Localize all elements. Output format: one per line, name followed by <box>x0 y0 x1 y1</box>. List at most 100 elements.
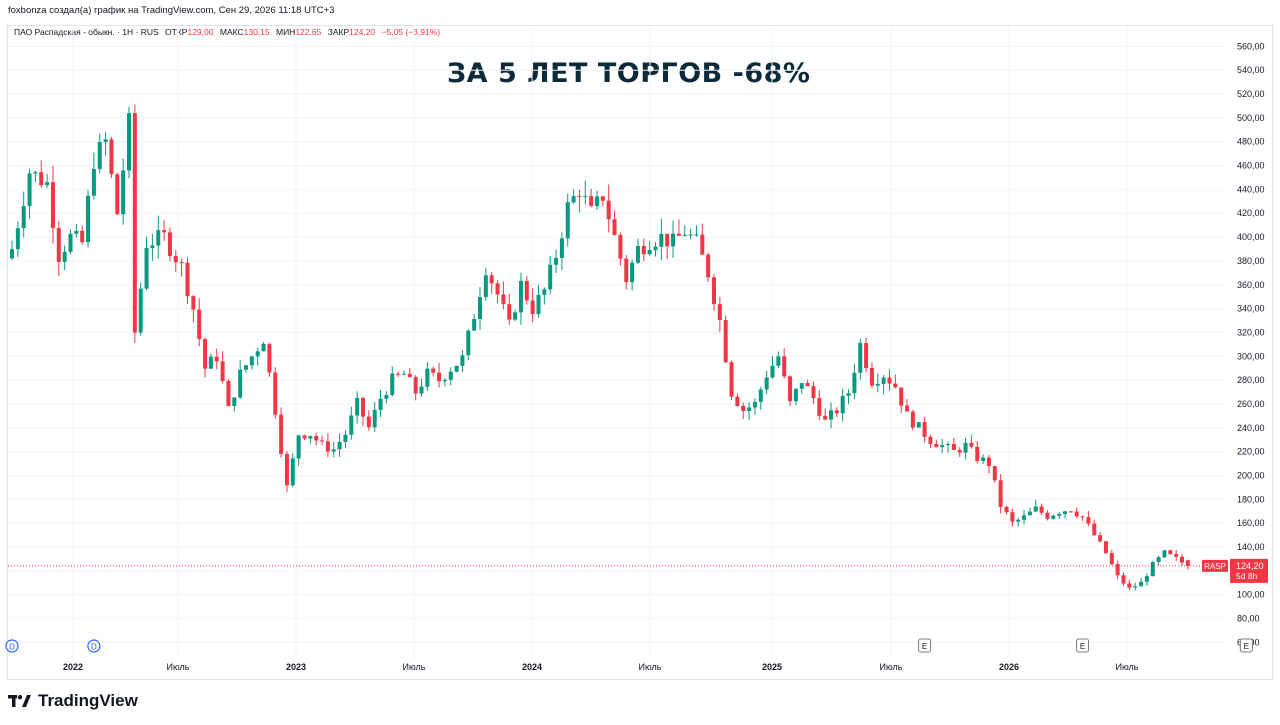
candle-body[interactable] <box>425 368 430 387</box>
candle-body[interactable] <box>992 466 997 481</box>
candle-body[interactable] <box>635 246 640 263</box>
candle-body[interactable] <box>981 457 986 461</box>
candle-body[interactable] <box>1051 515 1056 519</box>
candle-body[interactable] <box>641 246 646 255</box>
candle-body[interactable] <box>173 255 178 263</box>
candle-body[interactable] <box>290 458 295 486</box>
candle-body[interactable] <box>50 182 55 229</box>
candle-body[interactable] <box>630 262 635 283</box>
candle-body[interactable] <box>68 233 73 252</box>
candle-body[interactable] <box>255 351 260 357</box>
candle-body[interactable] <box>957 449 962 453</box>
candle-body[interactable] <box>203 339 208 369</box>
candle-body[interactable] <box>595 196 599 206</box>
candle-body[interactable] <box>448 371 453 380</box>
candle-body[interactable] <box>1057 513 1062 516</box>
candle-body[interactable] <box>97 142 102 169</box>
candle-body[interactable] <box>852 372 857 394</box>
candle-body[interactable] <box>536 294 541 315</box>
candle-body[interactable] <box>495 283 500 295</box>
candle-body[interactable] <box>647 250 652 255</box>
candle-body[interactable] <box>273 372 278 415</box>
candle-body[interactable] <box>998 480 1003 507</box>
candle-body[interactable] <box>1121 575 1126 584</box>
candle-body[interactable] <box>337 441 342 450</box>
candle-body[interactable] <box>788 376 793 402</box>
candle-body[interactable] <box>986 457 991 467</box>
candle-body[interactable] <box>74 230 79 234</box>
candle-body[interactable] <box>899 387 904 406</box>
candle-body[interactable] <box>489 275 494 284</box>
candle-body[interactable] <box>1168 550 1173 555</box>
candle-body[interactable] <box>1133 586 1138 588</box>
candle-body[interactable] <box>758 389 763 402</box>
candle-body[interactable] <box>507 304 512 320</box>
candle-body[interactable] <box>524 280 529 301</box>
candle-body[interactable] <box>975 446 980 461</box>
candle-body[interactable] <box>308 435 313 439</box>
candle-body[interactable] <box>770 365 775 378</box>
candle-body[interactable] <box>946 443 950 446</box>
candle-body[interactable] <box>10 249 14 259</box>
candle-body[interactable] <box>559 238 564 258</box>
candle-body[interactable] <box>138 288 143 333</box>
candle-body[interactable] <box>963 442 968 453</box>
candle-body[interactable] <box>261 343 266 352</box>
candle-body[interactable] <box>483 275 488 298</box>
candle-body[interactable] <box>45 182 50 186</box>
candle-body[interactable] <box>1033 506 1038 512</box>
candle-body[interactable] <box>349 415 354 435</box>
candle-body[interactable] <box>109 139 114 175</box>
candle-body[interactable] <box>606 200 611 220</box>
candle-body[interactable] <box>969 442 974 447</box>
candle-body[interactable] <box>185 262 190 297</box>
candle-body[interactable] <box>1063 511 1067 514</box>
candle-body[interactable] <box>1092 523 1097 536</box>
candle-body[interactable] <box>682 234 687 236</box>
candle-body[interactable] <box>893 383 898 388</box>
candle-body[interactable] <box>279 414 284 454</box>
candle-body[interactable] <box>624 258 629 283</box>
candle-body[interactable] <box>700 234 705 255</box>
candle-body[interactable] <box>916 422 921 428</box>
candle-body[interactable] <box>472 319 477 331</box>
candle-body[interactable] <box>881 377 886 384</box>
candle-body[interactable] <box>676 233 681 236</box>
candle-body[interactable] <box>103 139 108 143</box>
candle-body[interactable] <box>179 262 184 264</box>
candle-body[interactable] <box>858 343 863 373</box>
candle-body[interactable] <box>437 372 442 382</box>
candle-body[interactable] <box>764 377 769 390</box>
candle-body[interactable] <box>249 356 254 366</box>
candle-body[interactable] <box>1016 519 1021 522</box>
candle-body[interactable] <box>121 170 126 215</box>
candle-body[interactable] <box>934 443 939 448</box>
candle-body[interactable] <box>226 381 231 406</box>
candle-body[interactable] <box>390 373 395 395</box>
candle-body[interactable] <box>396 373 401 375</box>
candle-body[interactable] <box>167 232 172 256</box>
candle-body[interactable] <box>15 228 20 250</box>
candle-body[interactable] <box>115 174 120 215</box>
candle-body[interactable] <box>1027 511 1032 516</box>
candle-body[interactable] <box>741 405 746 412</box>
candle-body[interactable] <box>922 422 927 437</box>
candle-body[interactable] <box>1103 541 1108 554</box>
candle-body[interactable] <box>27 173 32 207</box>
candle-body[interactable] <box>752 401 757 408</box>
candle-body[interactable] <box>454 365 459 372</box>
chart-pane[interactable] <box>7 25 1273 680</box>
candle-body[interactable] <box>518 280 523 313</box>
candle-body[interactable] <box>442 379 447 382</box>
candle-body[interactable] <box>62 251 67 262</box>
candle-body[interactable] <box>530 300 535 315</box>
candle-body[interactable] <box>296 435 301 459</box>
candle-body[interactable] <box>214 356 219 362</box>
tradingview-brand[interactable]: TradingView <box>8 691 138 711</box>
candle-body[interactable] <box>653 246 658 251</box>
candle-body[interactable] <box>1144 576 1149 582</box>
candle-body[interactable] <box>910 411 915 428</box>
candle-body[interactable] <box>197 309 202 340</box>
candle-body[interactable] <box>577 196 582 198</box>
candle-body[interactable] <box>694 234 699 236</box>
